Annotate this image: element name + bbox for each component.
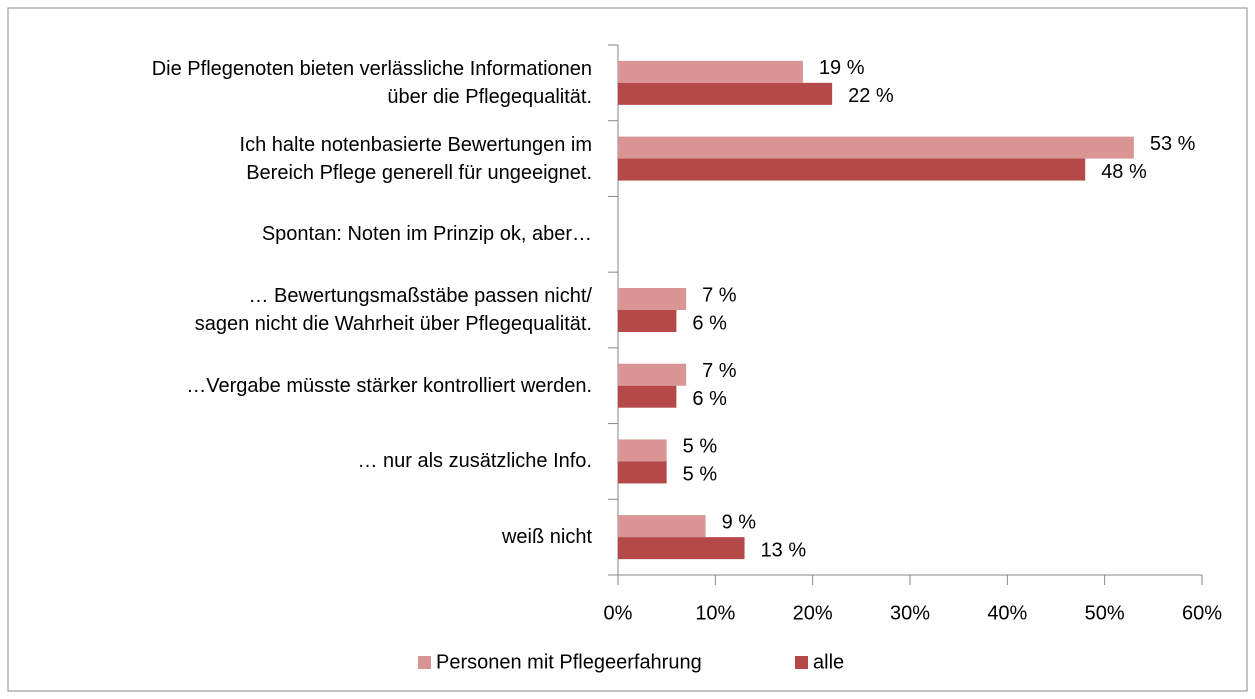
data-label: 6 % <box>692 312 727 334</box>
legend-label: alle <box>813 651 844 673</box>
x-tick-label: 20% <box>793 602 833 624</box>
category-label: … Bewertungsmaßstäbe passen nicht/ sagen… <box>194 285 592 335</box>
data-label: 53 % <box>1150 133 1196 155</box>
bar <box>618 60 803 83</box>
x-tick-label: 60% <box>1182 602 1222 624</box>
x-tick-label: 10% <box>695 602 735 624</box>
bar <box>618 158 1086 181</box>
data-label: 5 % <box>683 464 718 486</box>
x-tick-label: 50% <box>1085 602 1125 624</box>
data-label: 22 % <box>848 85 894 107</box>
category-label: weiß nicht <box>501 526 592 549</box>
legend-swatch <box>795 656 808 669</box>
category-label: … nur als zusätzliche Info. <box>357 450 592 473</box>
category-label: Die Pflegenoten bieten verlässliche Info… <box>151 57 592 108</box>
category-label: Spontan: Noten im Prinzip ok, aber… <box>261 223 592 246</box>
data-label: 7 % <box>702 284 737 306</box>
bar <box>618 136 1134 159</box>
data-label: 6 % <box>692 388 727 410</box>
bar <box>618 439 667 462</box>
legend-label: Personen mit Pflegeerfahrung <box>436 651 702 673</box>
data-label: 5 % <box>683 436 718 458</box>
bar <box>618 385 677 408</box>
data-label: 9 % <box>722 511 757 533</box>
x-tick-label: 40% <box>987 602 1027 624</box>
category-label: Ich halte notenbasierte Bewertungen im B… <box>239 133 592 184</box>
bar <box>618 310 677 332</box>
bar <box>618 461 667 484</box>
bar <box>618 82 833 105</box>
data-label: 13 % <box>761 539 807 561</box>
bar <box>618 363 687 386</box>
category-label: …Vergabe müsste stärker kontrolliert wer… <box>186 374 592 397</box>
bar <box>618 288 687 310</box>
x-tick-label: 30% <box>890 602 930 624</box>
bar <box>618 515 706 538</box>
data-label: 7 % <box>702 360 737 382</box>
bar <box>618 537 745 560</box>
legend-swatch <box>418 656 431 669</box>
data-label: 19 % <box>819 57 865 79</box>
x-tick-label: 0% <box>604 602 633 624</box>
data-label: 48 % <box>1101 161 1147 183</box>
chart-border <box>7 7 1248 692</box>
